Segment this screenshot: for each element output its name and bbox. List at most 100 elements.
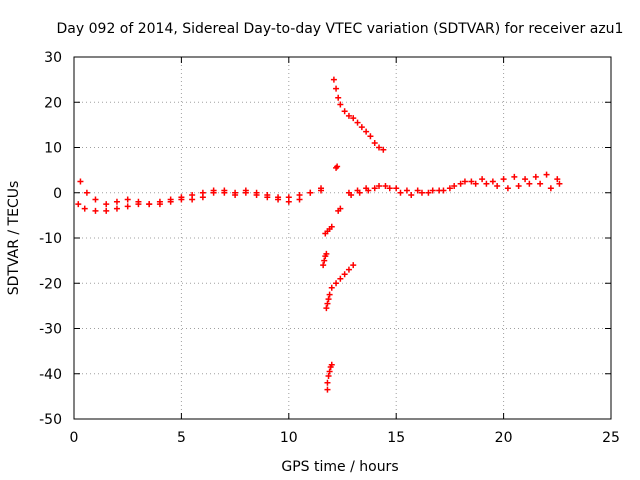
data-point bbox=[337, 101, 344, 108]
data-point bbox=[408, 192, 415, 199]
data-point bbox=[264, 194, 271, 201]
y-tick-label: 10 bbox=[44, 141, 62, 157]
data-point bbox=[92, 207, 99, 214]
data-point bbox=[328, 284, 335, 291]
data-point bbox=[341, 271, 348, 278]
data-point bbox=[124, 203, 131, 210]
series-upper-arc bbox=[330, 76, 387, 153]
data-point bbox=[522, 176, 529, 183]
data-point bbox=[537, 180, 544, 187]
y-tick-label: 30 bbox=[44, 50, 62, 66]
data-point bbox=[345, 266, 352, 273]
series-lower-arc bbox=[328, 262, 357, 291]
data-point bbox=[367, 133, 374, 140]
data-point bbox=[242, 187, 249, 194]
data-point bbox=[556, 180, 563, 187]
data-point bbox=[341, 108, 348, 115]
data-point bbox=[335, 94, 342, 101]
data-point bbox=[397, 189, 404, 196]
data-point bbox=[429, 187, 436, 194]
data-point bbox=[232, 192, 239, 199]
data-point bbox=[83, 189, 90, 196]
data-point bbox=[285, 198, 292, 205]
data-point bbox=[320, 262, 327, 269]
data-point bbox=[178, 196, 185, 203]
data-point bbox=[489, 178, 496, 185]
data-point bbox=[275, 196, 282, 203]
data-point bbox=[210, 189, 217, 196]
data-point bbox=[253, 189, 260, 196]
data-point bbox=[554, 176, 561, 183]
data-point bbox=[515, 182, 522, 189]
data-point bbox=[324, 300, 331, 307]
data-point bbox=[75, 201, 82, 208]
data-point bbox=[330, 76, 337, 83]
x-axis-label: GPS time / hours bbox=[281, 459, 398, 475]
y-tick-label: -20 bbox=[39, 276, 62, 292]
data-point bbox=[189, 196, 196, 203]
series-main-track-b bbox=[77, 178, 325, 208]
data-point bbox=[371, 139, 378, 146]
x-tick-label: 5 bbox=[177, 430, 186, 446]
data-point bbox=[363, 128, 370, 135]
data-point bbox=[511, 173, 518, 180]
chart-title: Day 092 of 2014, Sidereal Day-to-day VTE… bbox=[57, 21, 624, 37]
data-point bbox=[494, 182, 501, 189]
data-point bbox=[333, 280, 340, 287]
data-point bbox=[354, 119, 361, 126]
data-point bbox=[345, 112, 352, 119]
data-point bbox=[221, 189, 228, 196]
data-point bbox=[451, 182, 458, 189]
data-point bbox=[103, 207, 110, 214]
data-point bbox=[146, 201, 153, 208]
data-point bbox=[156, 201, 163, 208]
data-point bbox=[324, 379, 331, 386]
data-point bbox=[479, 176, 486, 183]
data-point bbox=[326, 291, 333, 298]
data-point bbox=[393, 185, 400, 192]
data-point bbox=[92, 196, 99, 203]
data-point bbox=[365, 187, 372, 194]
y-tick-label: 20 bbox=[44, 95, 62, 111]
y-tick-label: -30 bbox=[39, 322, 62, 338]
data-point bbox=[199, 194, 206, 201]
data-point bbox=[318, 185, 325, 192]
data-point bbox=[81, 205, 88, 212]
data-point bbox=[323, 305, 330, 312]
x-tick-label: 0 bbox=[70, 430, 79, 446]
data-point bbox=[324, 386, 331, 393]
series-main-track-d bbox=[348, 178, 563, 199]
data-point bbox=[376, 144, 383, 151]
data-point bbox=[124, 196, 131, 203]
data-point bbox=[325, 296, 332, 303]
data-point bbox=[532, 173, 539, 180]
data-point bbox=[468, 178, 475, 185]
data-point bbox=[328, 361, 335, 368]
data-point bbox=[500, 176, 507, 183]
data-point bbox=[328, 223, 335, 230]
data-point bbox=[337, 275, 344, 282]
data-point bbox=[333, 85, 340, 92]
data-point bbox=[418, 189, 425, 196]
data-point bbox=[358, 124, 365, 131]
data-point bbox=[350, 262, 357, 269]
data-point bbox=[348, 192, 355, 199]
y-tick-label: -40 bbox=[39, 367, 62, 383]
data-point bbox=[356, 189, 363, 196]
x-tick-label: 25 bbox=[602, 430, 620, 446]
y-tick-label: 0 bbox=[53, 186, 62, 202]
data-point bbox=[403, 187, 410, 194]
data-point bbox=[543, 171, 550, 178]
data-point bbox=[440, 187, 447, 194]
data-point bbox=[135, 198, 142, 205]
y-tick-label: -50 bbox=[39, 412, 62, 428]
data-point bbox=[103, 201, 110, 208]
data-point bbox=[472, 180, 479, 187]
data-point bbox=[461, 178, 468, 185]
data-point bbox=[547, 185, 554, 192]
data-point bbox=[425, 189, 432, 196]
data-point bbox=[77, 178, 84, 185]
data-point bbox=[457, 180, 464, 187]
data-point bbox=[337, 205, 344, 212]
data-point bbox=[334, 163, 341, 170]
